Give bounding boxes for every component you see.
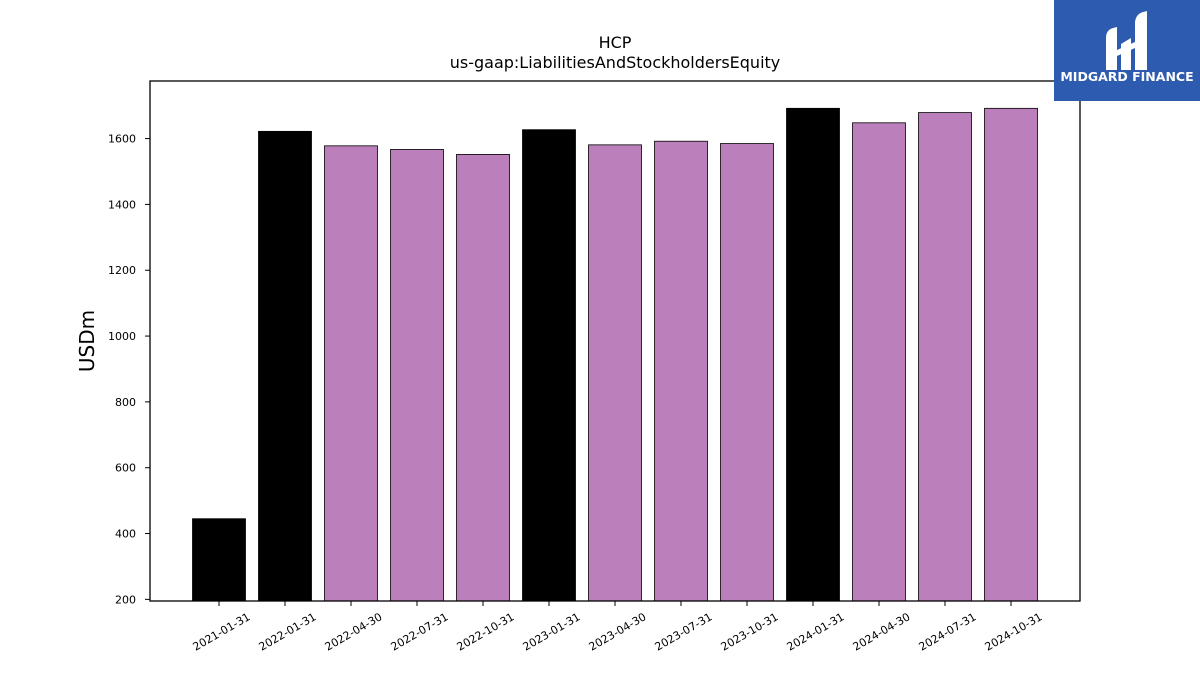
x-tick-label: 2021-01-31 <box>191 610 253 653</box>
x-tick-label: 2024-04-30 <box>851 610 913 653</box>
x-tick-label: 2024-10-31 <box>983 610 1045 653</box>
x-tick-label: 2023-01-31 <box>521 610 583 653</box>
bar-2022-04-30 <box>324 145 378 602</box>
x-tick-label: 2022-01-31 <box>257 610 319 653</box>
y-tick-label: 1600 <box>108 133 136 146</box>
brand-logo: MIDGARD FINANCE <box>1054 0 1200 101</box>
bar-2023-10-31 <box>720 143 774 602</box>
bar-2022-10-31 <box>456 153 510 602</box>
y-tick-label: 1000 <box>108 330 136 343</box>
bar-2022-07-31 <box>390 149 444 602</box>
logo-text: MIDGARD FINANCE <box>1060 69 1193 84</box>
x-tick-label: 2023-10-31 <box>719 610 781 653</box>
y-axis-ticks: 200 400 600 800 1000 1200 1400 1600 <box>108 133 150 606</box>
y-tick-label: 400 <box>115 528 136 541</box>
logo-mark-icon <box>1106 11 1147 70</box>
bar-2023-07-31 <box>654 140 708 602</box>
x-tick-label: 2024-01-31 <box>785 610 847 653</box>
bar-2024-07-31 <box>918 112 972 602</box>
x-tick-label: 2022-07-31 <box>389 610 451 653</box>
y-tick-label: 200 <box>115 593 136 606</box>
bar-2023-01-31 <box>522 129 576 602</box>
y-tick-label: 800 <box>115 396 136 409</box>
y-tick-label: 600 <box>115 462 136 475</box>
bars-group <box>192 107 1038 602</box>
x-tick-label: 2024-07-31 <box>917 610 979 653</box>
x-tick-label: 2022-10-31 <box>455 610 517 653</box>
x-tick-label: 2023-04-30 <box>587 610 649 653</box>
bar-2023-04-30 <box>588 144 642 602</box>
chart-title: HCP <box>599 33 632 52</box>
y-tick-label: 1400 <box>108 198 136 211</box>
x-tick-label: 2022-04-30 <box>323 610 385 653</box>
x-axis-ticks: 2021-01-31 2022-01-31 2022-04-30 2022-07-31… <box>191 601 1045 654</box>
y-axis-label: USDm <box>75 310 99 372</box>
plot-frame <box>149 80 1081 602</box>
chart-subtitle: us-gaap:LiabilitiesAndStockholdersEquity <box>450 53 781 72</box>
bar-2024-10-31 <box>984 107 1038 602</box>
x-tick-label: 2023-07-31 <box>653 610 715 653</box>
bar-2024-04-30 <box>852 122 906 602</box>
bar-2021-01-31 <box>192 518 246 602</box>
bar-2024-01-31 <box>786 107 840 602</box>
y-tick-label: 1200 <box>108 264 136 277</box>
bar-2022-01-31 <box>258 130 312 602</box>
